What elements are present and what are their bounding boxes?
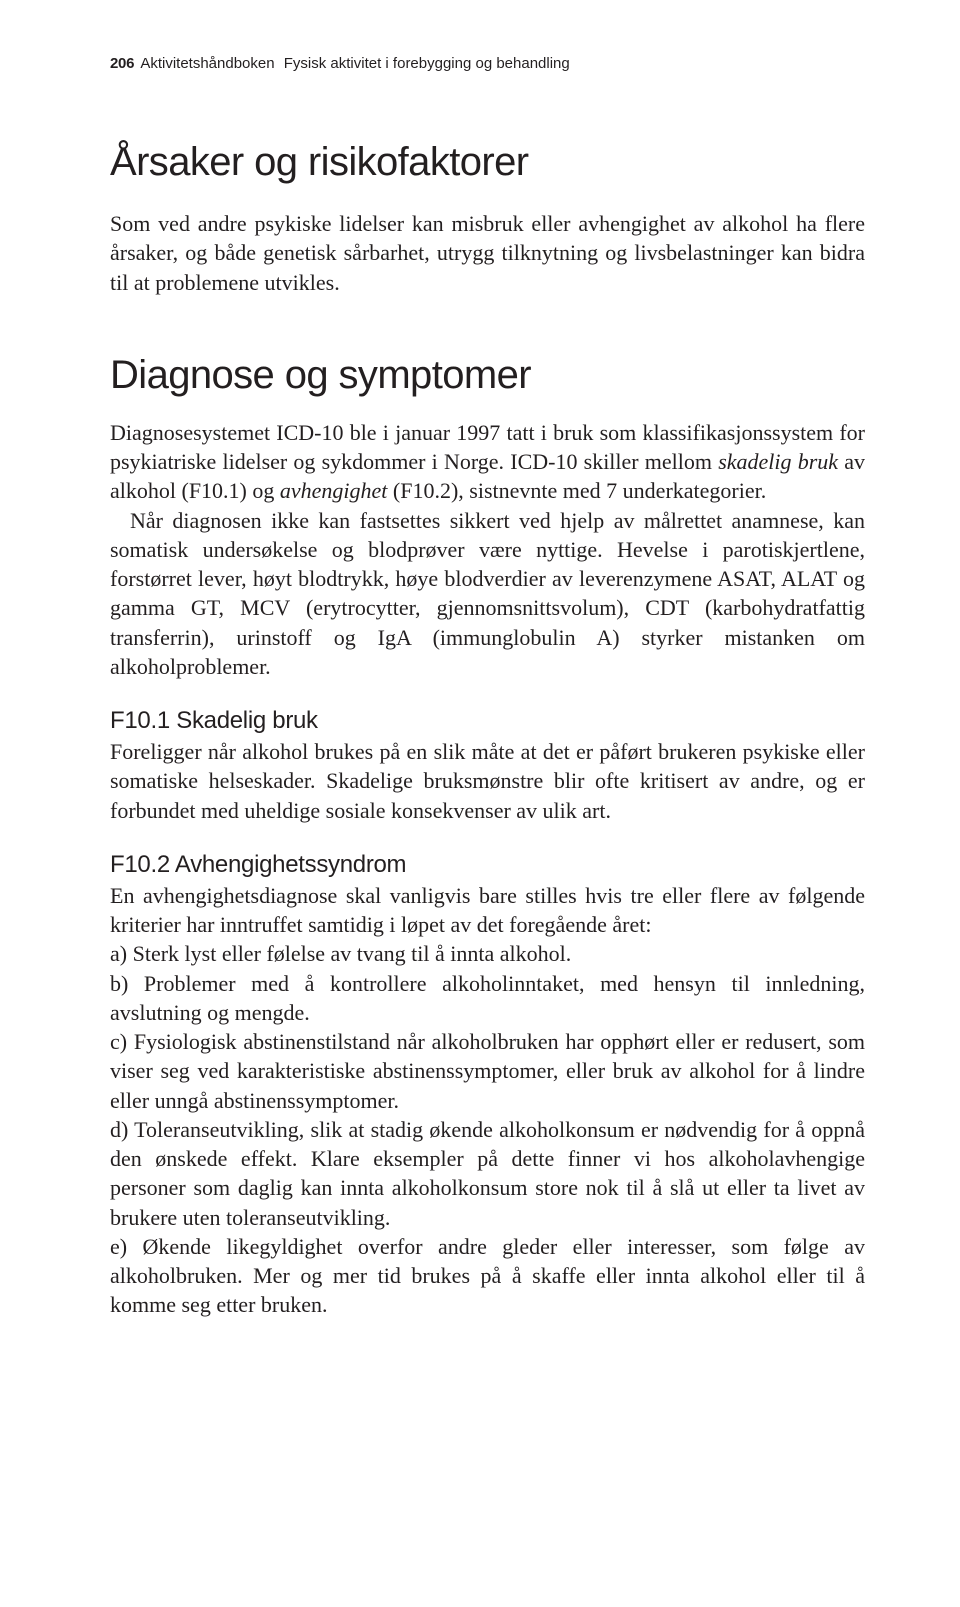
paragraph-f101: Foreligger når alkohol brukes på en slik… <box>110 737 865 825</box>
book-title: Aktivitetshåndboken <box>140 55 274 72</box>
paragraph-f102-intro: En avhengighetsdiagnose skal vanligvis b… <box>110 881 865 940</box>
paragraph-diagnose-1: Diagnosesystemet ICD-10 ble i januar 199… <box>110 418 865 506</box>
running-header: 206 Aktivitetshåndboken Fysisk aktivitet… <box>110 55 865 72</box>
heading-arsaker: Årsaker og risikofaktorer <box>110 140 865 185</box>
paragraph-diagnose-2: Når diagnosen ikke kan fastsettes sikker… <box>110 506 865 682</box>
page-number: 206 <box>110 55 134 72</box>
criterion-a: a) Sterk lyst eller følelse av tvang til… <box>110 939 865 968</box>
criterion-c: c) Fysiologisk abstinenstilstand når alk… <box>110 1027 865 1115</box>
heading-f102: F10.2 Avhengighetssyndrom <box>110 851 865 879</box>
criterion-b: b) Problemer med å kontrollere alkoholin… <box>110 969 865 1028</box>
heading-diagnose: Diagnose og symptomer <box>110 353 865 398</box>
criterion-e: e) Økende likegyldighet overfor andre gl… <box>110 1232 865 1320</box>
book-subtitle: Fysisk aktivitet i forebygging og behand… <box>284 55 570 72</box>
paragraph-arsaker: Som ved andre psykiske lidelser kan misb… <box>110 209 865 297</box>
criterion-d: d) Toleranseutvikling, slik at stadig øk… <box>110 1115 865 1232</box>
heading-f101: F10.1 Skadelig bruk <box>110 707 865 735</box>
